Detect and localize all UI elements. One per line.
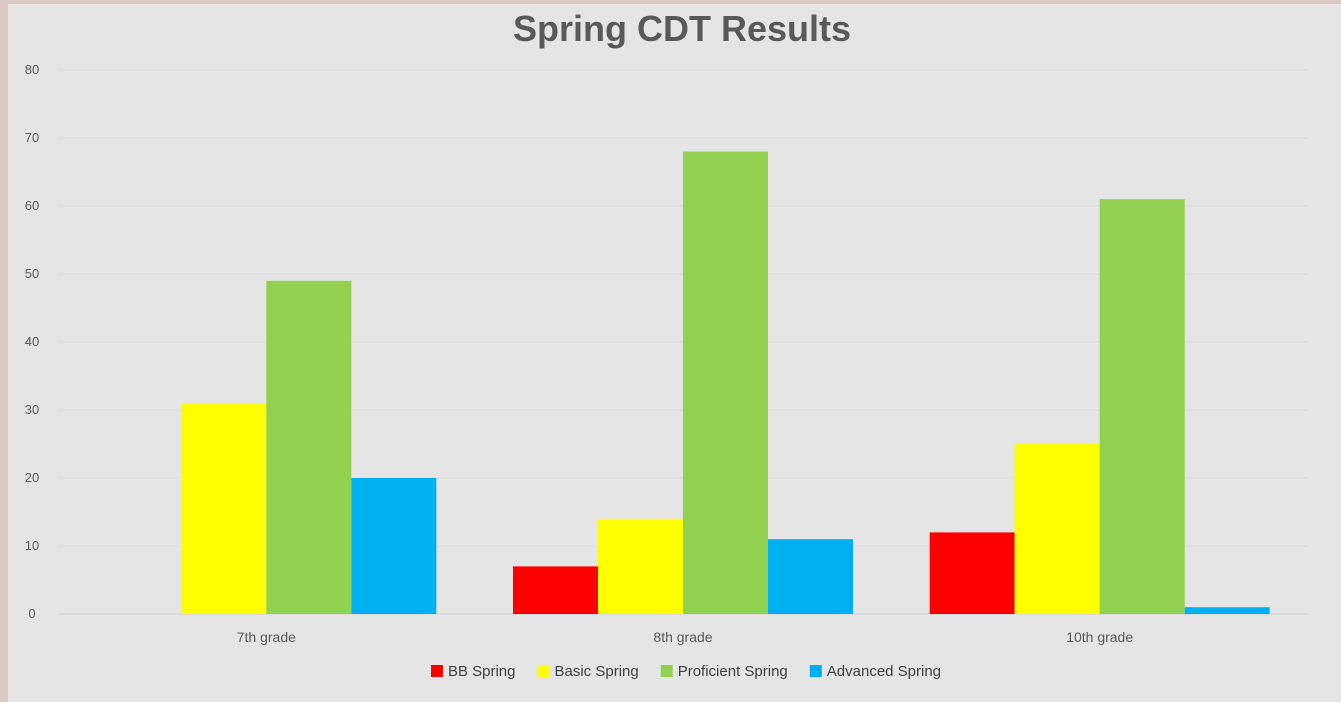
bars — [181, 151, 1270, 614]
legend-label: Proficient Spring — [678, 663, 788, 680]
y-tick-label: 70 — [25, 130, 39, 145]
bar-0-1 — [181, 403, 267, 614]
bar-1-3 — [768, 539, 853, 614]
bar-2-2 — [1099, 199, 1185, 614]
legend-label: BB Spring — [448, 663, 516, 680]
legend-label: Basic Spring — [555, 663, 639, 680]
chart-svg: Spring CDT Results 0 10 20 30 40 50 60 70 80 7th… — [25, 8, 1308, 680]
bar-1-1 — [598, 518, 683, 614]
y-tick-label: 40 — [25, 334, 39, 349]
y-tick-label: 80 — [25, 62, 39, 77]
y-tick-label: 30 — [25, 402, 39, 417]
legend-swatch — [537, 665, 550, 677]
chart-title: Spring CDT Results — [513, 8, 851, 49]
bar-0-3 — [351, 478, 437, 614]
y-tick-label: 10 — [25, 538, 39, 553]
legend-swatch — [660, 665, 673, 677]
chart-frame: Spring CDT Results 0 10 20 30 40 50 60 70 80 7th… — [8, 4, 1341, 702]
x-tick-label: 7th grade — [237, 629, 296, 645]
x-tick-label: 8th grade — [653, 629, 712, 645]
legend-swatch — [430, 665, 443, 677]
legend-label: Advanced Spring — [827, 663, 941, 680]
bar-0-2 — [266, 280, 352, 614]
y-tick-label: 50 — [25, 266, 39, 281]
bar-2-3 — [1184, 607, 1270, 614]
bar-1-0 — [513, 566, 598, 614]
y-tick-label: 0 — [28, 606, 35, 621]
x-axis-labels: 7th grade 8th grade 10th grade — [237, 629, 1134, 645]
bar-1-2 — [683, 151, 768, 614]
legend: BB Spring Basic Spring Proficient Spring Ad… — [430, 663, 941, 680]
y-axis-ticks: 0 10 20 30 40 50 60 70 80 — [25, 62, 39, 621]
y-tick-label: 60 — [25, 198, 39, 213]
legend-swatch — [809, 665, 822, 677]
bar-2-0 — [929, 532, 1015, 614]
bar-2-1 — [1014, 444, 1100, 614]
y-tick-label: 20 — [25, 470, 39, 485]
x-tick-label: 10th grade — [1066, 629, 1133, 645]
